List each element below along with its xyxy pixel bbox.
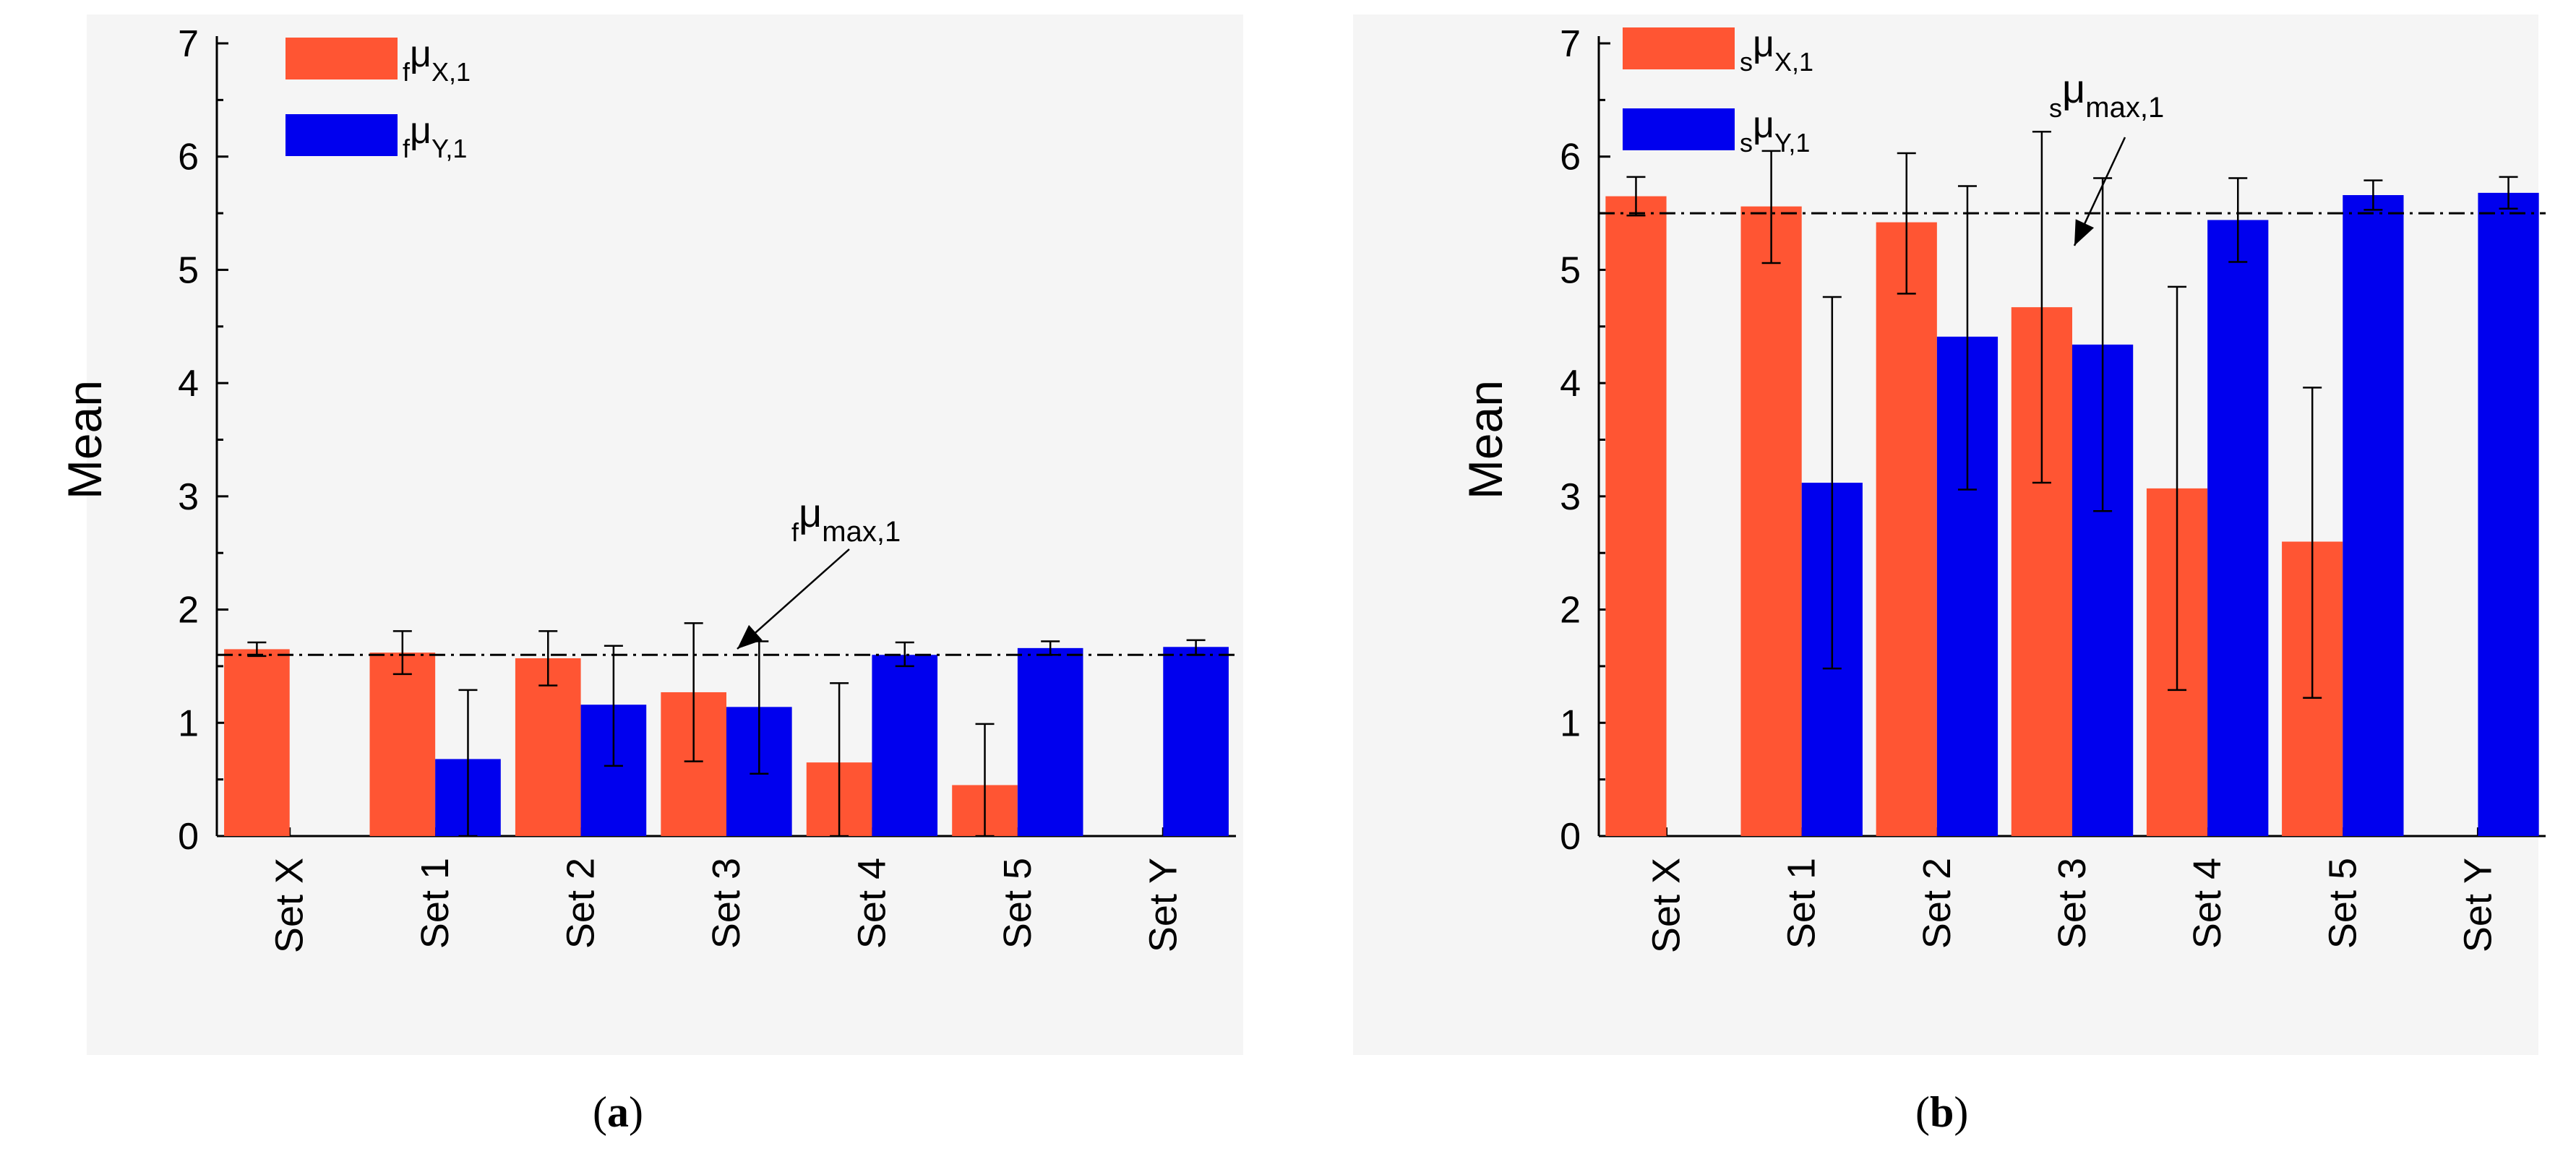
y-tick-label: 3	[178, 476, 199, 518]
reference-arrowhead	[737, 624, 763, 649]
x-tick-label: Set 4	[2186, 858, 2229, 949]
bar-x-series	[1740, 206, 1802, 836]
y-tick-label: 6	[178, 137, 199, 178]
bar-x-series	[515, 658, 581, 836]
y-tick-label: 6	[1560, 137, 1581, 178]
legend-label: fμY,1	[403, 110, 467, 163]
y-tick-label: 4	[178, 363, 199, 405]
legend-label: fμX,1	[403, 33, 471, 87]
legend-swatch	[285, 38, 398, 79]
legend-label: sμY,1	[1740, 104, 1810, 158]
bar-y-series	[2478, 192, 2539, 836]
x-tick-label: Set 2	[559, 858, 603, 949]
y-tick-label: 7	[1560, 23, 1581, 65]
bar-x-series	[1876, 222, 1937, 836]
y-axis-label: Mean	[58, 380, 111, 499]
x-tick-label: Set 3	[705, 858, 748, 949]
legend-swatch	[285, 114, 398, 156]
reference-arrow	[737, 548, 850, 650]
reference-line-label: sμmax,1	[2049, 66, 2164, 124]
x-tick-label: Set 2	[1915, 858, 1959, 949]
y-tick-label: 5	[178, 249, 199, 291]
y-tick-label: 7	[178, 23, 199, 65]
legend-swatch	[1623, 27, 1735, 69]
bar-y-series	[1163, 647, 1229, 836]
y-tick-label: 0	[178, 816, 199, 858]
x-tick-label: Set Y	[2456, 858, 2499, 952]
bar-y-series	[872, 655, 938, 836]
x-tick-label: Set X	[268, 858, 312, 953]
x-tick-label: Set 1	[413, 858, 457, 949]
y-tick-label: 3	[1560, 476, 1581, 518]
x-tick-label: Set 3	[2051, 858, 2094, 949]
y-axis-label: Mean	[1459, 380, 1512, 499]
bar-y-series	[2343, 194, 2404, 836]
x-tick-label: Set 4	[850, 858, 893, 949]
reference-arrowhead	[2074, 219, 2095, 246]
bar-x-series	[369, 653, 436, 836]
y-tick-label: 1	[1560, 702, 1581, 744]
x-tick-label: Set 1	[1780, 858, 1824, 949]
bar-x-series	[1605, 196, 1667, 836]
x-tick-label: Set 5	[996, 858, 1039, 949]
caption-a: (a)	[593, 1088, 643, 1136]
bar-y-series	[1017, 647, 1083, 836]
bar-chart-a: 0 1 2 3 4 5 6 7 Mean Set X Set 1 Set 2 Set 3 Set 4 Set…	[58, 23, 1236, 953]
bar-chart-b: 0 1 2 3 4 5 6 7 Mean Set X Set 1 Set 2 Set 3 Set 4 Set…	[1459, 23, 2546, 953]
x-tick-label: Set X	[1645, 858, 1688, 953]
chart-panel-b: 0 1 2 3 4 5 6 7 Mean Set X Set 1 Set 2 Set 3 Set 4 Set…	[1288, 0, 2576, 1154]
bar-y-series	[2207, 220, 2269, 837]
x-tick-label: Set Y	[1141, 858, 1185, 952]
y-tick-label: 5	[1560, 249, 1581, 291]
legend-label: sμX,1	[1740, 23, 1813, 77]
legend-swatch	[1623, 108, 1735, 150]
y-tick-label: 4	[1560, 363, 1581, 405]
bar-x-series	[224, 649, 290, 836]
x-tick-label: Set 5	[2321, 858, 2364, 949]
plot-background	[87, 14, 1243, 1055]
y-tick-label: 1	[178, 702, 199, 744]
y-tick-label: 2	[1560, 590, 1581, 632]
chart-panel-a: 0 1 2 3 4 5 6 7 Mean Set X Set 1 Set 2 Set 3 Set 4 Set…	[58, 14, 1243, 1136]
y-tick-label: 2	[178, 590, 199, 632]
y-tick-label: 0	[1560, 816, 1581, 858]
reference-line-label: fμmax,1	[791, 490, 901, 548]
caption-b: (b)	[1915, 1088, 1969, 1136]
